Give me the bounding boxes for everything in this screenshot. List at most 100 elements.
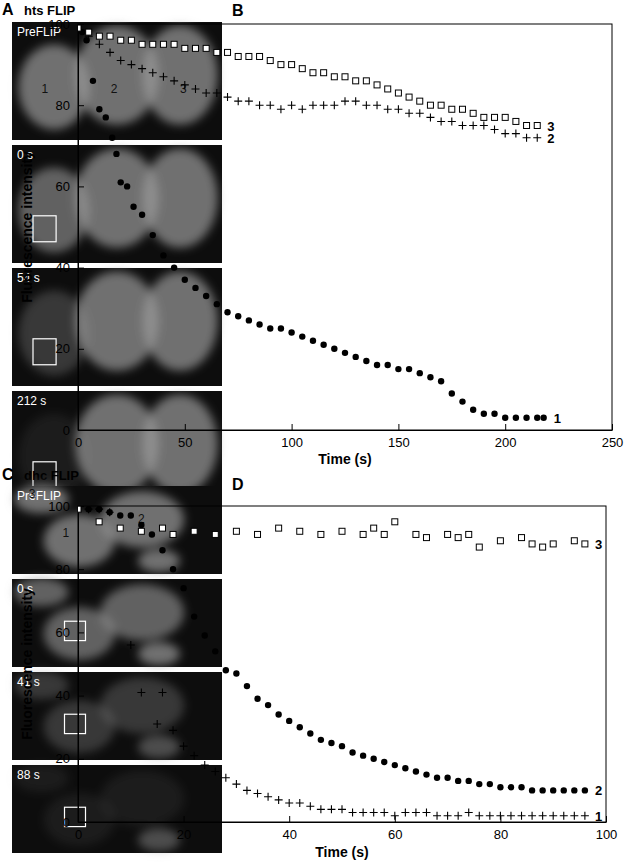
chart: 050100150200250020406080100Time (s)Fluor… [19,2,623,467]
data-point [118,37,124,43]
data-point [149,69,157,77]
data-point [550,541,556,547]
data-point [85,506,93,513]
tick-mark [398,424,399,430]
data-point [318,531,324,537]
image-frame: 54 s [12,268,222,386]
panel-label: C [2,466,14,483]
data-point [286,718,292,724]
data-point [171,41,177,47]
cells [14,578,184,665]
data-point [275,796,283,804]
tick-label: 200 [495,435,517,450]
image-frame: PreFLIP123 [12,22,222,140]
bleach-region [65,714,86,733]
data-point [561,787,567,793]
data-point [529,541,535,547]
data-point [233,528,239,534]
data-point [96,506,102,512]
data-point [391,812,399,820]
data-point [481,411,487,417]
y-axis: 020406080100 [48,17,84,438]
data-point [381,531,387,537]
series-label: 1 [554,411,561,426]
data-point [191,528,197,534]
data-point [405,109,413,117]
data-point [476,544,482,550]
cell [100,584,184,640]
cell [138,642,180,665]
data-point [232,780,240,788]
data-point [117,57,125,65]
data-point [109,134,115,140]
tick-label: 100 [281,435,303,450]
image-panel: Cdhc FLIPPreFLIP3120 s41 s88 s [2,466,222,853]
cell [142,149,218,248]
data-point [299,333,305,339]
data-point [519,535,525,541]
tick: 60 [56,179,84,194]
data-point [528,812,536,820]
data-point [476,781,482,787]
data-point [85,506,91,512]
data-point [297,528,303,534]
data-point [182,277,188,283]
series [78,506,588,794]
data-point [349,809,357,817]
region-label: 3 [29,487,36,501]
data-point [373,101,381,109]
data-point [328,740,334,746]
data-point [433,812,441,820]
data-point [235,53,241,59]
cells [14,671,184,758]
data-point [385,86,391,92]
frame-background [12,22,222,140]
data-point [159,73,167,81]
data-point [317,805,325,813]
data-point [362,101,370,109]
tick: 80 [56,98,84,113]
data-point [513,415,519,421]
tick: 40 [56,688,84,703]
data-point [190,752,198,760]
data-point [327,805,335,813]
data-point [581,812,589,820]
data-point [244,683,250,689]
tick: 60 [388,816,402,842]
data-point [103,114,109,120]
y-axis-line [78,507,79,823]
data-point [267,325,273,331]
tick-mark [78,632,84,633]
tick-mark [78,349,84,350]
data-point [492,114,498,120]
data-point [395,90,401,96]
data-point [211,767,219,775]
data-point [486,812,494,820]
data-point [427,374,433,380]
data-point [438,378,444,384]
data-point [170,566,176,572]
data-point [214,49,220,55]
data-point [127,641,135,649]
data-point [191,85,199,93]
tick: 20 [56,341,84,356]
cells [14,485,184,572]
data-point [331,74,337,80]
cell [138,828,180,851]
tick-label: 150 [388,435,410,450]
tick-label: 20 [56,751,70,766]
data-point [427,102,433,108]
image-frame: PreFLIP312 [12,485,222,574]
data-point [533,134,541,142]
tick: 150 [388,424,410,450]
data-point [330,101,338,109]
x-axis-line [79,822,607,823]
tick: 200 [495,424,517,450]
data-point [160,41,166,47]
series [78,24,541,142]
tick-label: 100 [596,827,618,842]
data-point [534,415,540,421]
data-point [180,585,186,591]
data-point [466,531,472,537]
data-point [385,362,391,368]
